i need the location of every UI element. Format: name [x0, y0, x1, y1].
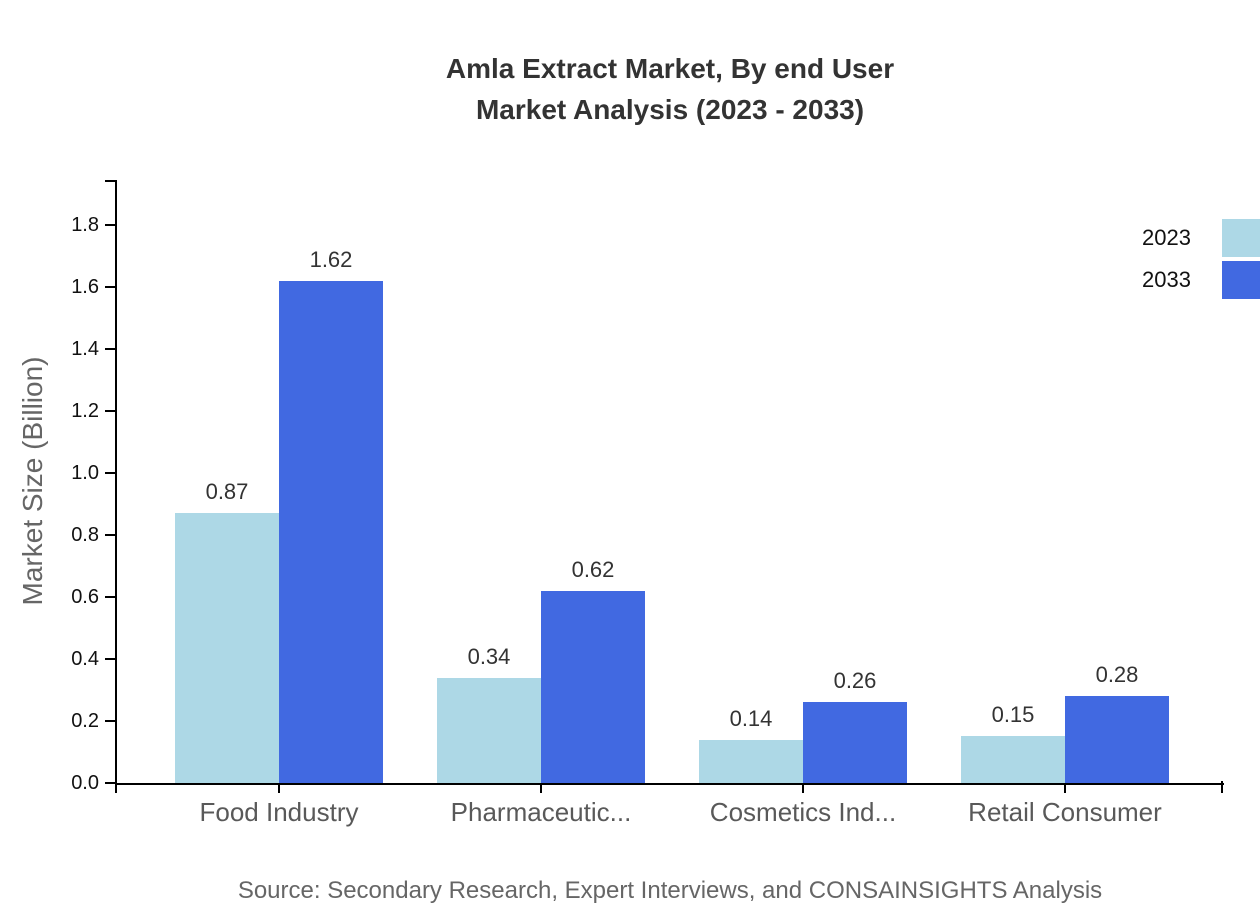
legend-swatch-2023: [1222, 219, 1260, 257]
y-tick-label: 0.8: [71, 523, 99, 546]
bar-value-label: 0.62: [571, 557, 615, 582]
plot-area: 0.0 0.2 0.4 0.6 0.8 1.0 1.2 1.4 1.6 1.8 0.87 1.62 Fo…: [71, 180, 1224, 827]
y-tick-label: 0.2: [71, 709, 99, 732]
y-tick-label: 1.8: [71, 213, 99, 236]
bar-2033: [279, 281, 383, 783]
x-tick: [1221, 781, 1223, 793]
chart-title: Amla Extract Market, By end User Market …: [80, 48, 1260, 130]
x-category-label: Retail Consumer: [968, 797, 1162, 827]
y-tick-label: 0.4: [71, 647, 99, 670]
y-tick: [105, 347, 115, 350]
bar-value-label: 0.14: [729, 706, 773, 731]
y-tick: [105, 595, 115, 598]
bar-2023: [437, 678, 541, 783]
bar-2033: [803, 702, 907, 783]
bar-2023: [961, 736, 1065, 783]
legend-label: 2033: [1142, 267, 1191, 292]
y-tick-label: 1.0: [71, 461, 99, 484]
x-tick: [540, 781, 542, 793]
y-tick: [105, 409, 115, 412]
y-tick-label: 0.6: [71, 585, 99, 608]
legend-item: 2033: [1142, 261, 1260, 299]
bar-value-label: 0.15: [991, 702, 1035, 727]
legend: 2023 2033: [1142, 219, 1260, 303]
legend-item: 2023: [1142, 219, 1260, 257]
source-note: Source: Secondary Research, Expert Inter…: [237, 877, 1103, 904]
bar-value-label: 0.28: [1095, 662, 1139, 687]
y-tick-label: 1.6: [71, 275, 99, 298]
x-category-label: Cosmetics Ind...: [709, 797, 897, 827]
y-tick: [105, 471, 115, 474]
legend-swatch-2033: [1222, 261, 1260, 299]
y-tick-label: 0.0: [71, 772, 99, 794]
y-tick: [105, 782, 115, 784]
bar-2023: [699, 740, 803, 783]
chart-title-line1: Amla Extract Market, By end User: [445, 53, 895, 84]
bar-value-label: 0.34: [467, 644, 511, 669]
y-tick-label: 1.2: [71, 399, 99, 422]
y-tick: [105, 223, 115, 226]
x-tick: [115, 781, 117, 793]
bar-2033: [541, 591, 645, 783]
y-tick-label: 1.4: [71, 337, 99, 360]
x-tick: [1064, 781, 1066, 793]
x-category-label: Pharmaceutic...: [450, 797, 632, 827]
bar-2023: [175, 513, 279, 783]
y-tick: [105, 657, 115, 660]
y-tick: [105, 719, 115, 722]
bar-value-label: 0.87: [205, 479, 249, 504]
x-category-label: Food Industry: [199, 797, 359, 827]
chart-title-line2: Market Analysis (2023 - 2033): [475, 94, 865, 125]
x-tick: [278, 781, 280, 793]
y-tick: [105, 285, 115, 288]
bar-value-label: 1.62: [309, 247, 353, 272]
y-axis-endcap-tick: [105, 180, 115, 182]
legend-label: 2023: [1142, 225, 1191, 250]
x-tick: [802, 781, 804, 793]
bar-2033: [1065, 696, 1169, 783]
y-tick: [105, 533, 115, 536]
bar-value-label: 0.26: [833, 668, 877, 693]
y-axis-label: Market Size (Billion): [17, 356, 48, 606]
